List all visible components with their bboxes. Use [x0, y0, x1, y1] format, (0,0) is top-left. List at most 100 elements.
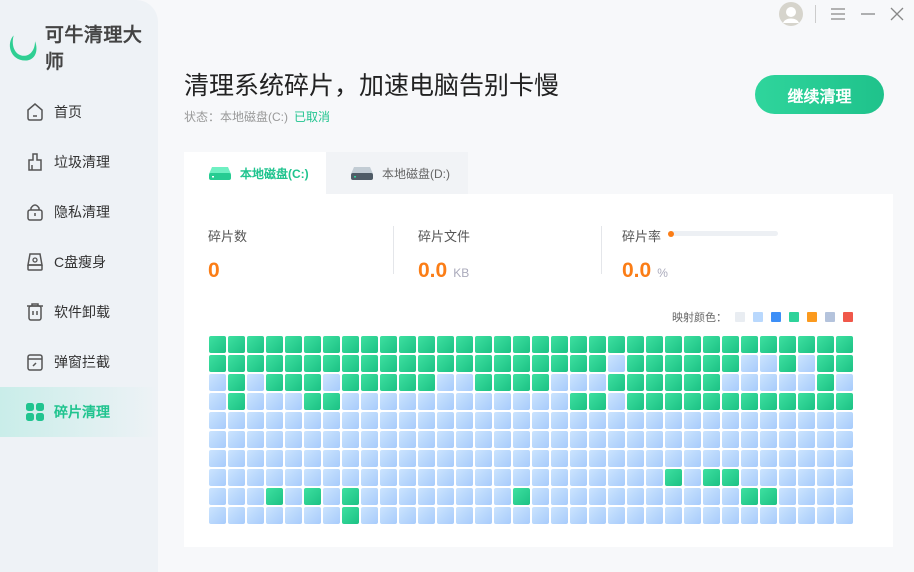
fragment-cell — [380, 507, 397, 524]
fragment-cell — [646, 469, 663, 486]
fragment-cell — [209, 412, 226, 429]
fragment-cell — [836, 450, 853, 467]
fragment-cell — [418, 336, 435, 353]
close-icon[interactable] — [890, 7, 904, 21]
fragment-cell — [589, 507, 606, 524]
fragment-cell — [361, 469, 378, 486]
stat-fragment-rate: 碎片率 0.0% — [622, 226, 668, 283]
fragment-cell — [551, 469, 568, 486]
sidebar-item-3[interactable]: C盘瘦身 — [0, 237, 158, 287]
sidebar-item-5[interactable]: 弹窗拦截 — [0, 337, 158, 387]
disk-icon — [27, 253, 43, 271]
fragment-cell — [418, 507, 435, 524]
fragment-cell — [608, 374, 625, 391]
fragment-cell — [741, 374, 758, 391]
fragment-cell — [532, 393, 549, 410]
fragment-cell — [817, 507, 834, 524]
fragment-cell — [342, 412, 359, 429]
fragment-cell — [684, 412, 701, 429]
fragment-cell — [209, 431, 226, 448]
sidebar-item-label: 垃圾清理 — [54, 154, 110, 170]
fragment-cell — [741, 393, 758, 410]
fragment-cell — [817, 374, 834, 391]
fragment-cell — [247, 450, 264, 467]
fragment-cell — [836, 469, 853, 486]
fragment-cell — [456, 431, 473, 448]
fragment-cell — [475, 431, 492, 448]
fragment-cell — [836, 336, 853, 353]
fragment-cell — [646, 412, 663, 429]
fragment-cell — [247, 507, 264, 524]
fragment-cell — [418, 393, 435, 410]
sidebar-item-4[interactable]: 软件卸载 — [0, 287, 158, 337]
avatar[interactable] — [779, 2, 803, 26]
continue-clean-button[interactable]: 继续清理 — [755, 75, 884, 114]
status-label: 状态：本地磁盘(C:) — [184, 110, 288, 124]
fragment-cell — [760, 374, 777, 391]
fragment-cell — [285, 488, 302, 505]
fragment-cell — [741, 412, 758, 429]
fragment-cell — [361, 488, 378, 505]
stat-value: 0.0 — [418, 259, 448, 282]
stat-value: 0 — [208, 259, 220, 282]
fragment-cell — [627, 450, 644, 467]
popup-icon — [27, 354, 43, 371]
fragment-cell — [684, 374, 701, 391]
fragment-cell — [798, 488, 815, 505]
fragment-cell — [570, 374, 587, 391]
fragment-cell — [228, 469, 245, 486]
fragment-cell — [532, 412, 549, 429]
fragment-cell — [836, 431, 853, 448]
minimize-icon[interactable] — [860, 7, 876, 21]
fragment-cell — [589, 374, 606, 391]
fragment-cell — [323, 355, 340, 372]
fragment-cell — [532, 469, 549, 486]
fragment-cell — [703, 431, 720, 448]
fragment-cell — [209, 336, 226, 353]
tab-label: 本地磁盘(D:) — [382, 166, 450, 181]
tab-disk-d[interactable]: 本地磁盘(D:) — [326, 152, 468, 194]
sidebar-item-label: 首页 — [54, 104, 82, 120]
fragment-cell — [228, 488, 245, 505]
fragment-cell — [703, 393, 720, 410]
fragment-cell — [646, 488, 663, 505]
fragment-cell — [418, 374, 435, 391]
divider — [815, 5, 816, 23]
fragment-cell — [779, 450, 796, 467]
fragment-cell — [456, 336, 473, 353]
fragment-cell — [399, 507, 416, 524]
sidebar-item-2[interactable]: 隐私清理 — [0, 187, 158, 237]
menu-icon[interactable] — [830, 7, 846, 21]
fragment-cell — [589, 393, 606, 410]
sidebar-item-1[interactable]: 垃圾清理 — [0, 137, 158, 187]
fragment-cell — [266, 374, 283, 391]
sidebar-item-0[interactable]: 首页 — [0, 87, 158, 137]
fragment-cell — [551, 431, 568, 448]
fragment-cell — [608, 450, 625, 467]
fragment-cell — [703, 374, 720, 391]
fragment-cell — [551, 412, 568, 429]
fragment-cell — [399, 450, 416, 467]
fragment-cell — [437, 431, 454, 448]
fragment-cell — [513, 355, 530, 372]
fragment-cell — [684, 431, 701, 448]
broom-icon — [28, 153, 42, 171]
tab-disk-c[interactable]: 本地磁盘(C:) — [184, 152, 326, 194]
fragment-cell — [760, 412, 777, 429]
fragment-cell — [494, 507, 511, 524]
fragment-cell — [513, 507, 530, 524]
sidebar-item-6[interactable]: 碎片清理 — [0, 387, 158, 437]
fragment-cell — [779, 393, 796, 410]
fragment-cell — [532, 507, 549, 524]
fragment-cell — [817, 469, 834, 486]
disk-icon — [351, 167, 373, 180]
fragment-cell — [608, 469, 625, 486]
fragment-cell — [247, 393, 264, 410]
fragment-cell — [323, 469, 340, 486]
fragment-rate-indicator — [668, 230, 674, 237]
fragment-cell — [741, 431, 758, 448]
fragment-cell — [722, 374, 739, 391]
fragment-cell — [665, 431, 682, 448]
fragment-cell — [418, 469, 435, 486]
fragment-cell — [608, 336, 625, 353]
